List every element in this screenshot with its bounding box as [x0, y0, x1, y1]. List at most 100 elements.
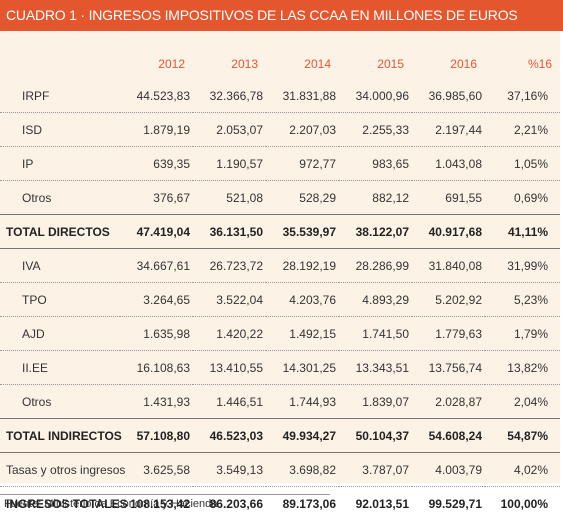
row-label: IVA [0, 248, 120, 283]
table-row: II.EE 16.108,63 13.410,55 14.301,25 13.343,5… [0, 350, 560, 385]
row-label: TOTAL INDIRECTOS [0, 418, 122, 453]
value-cell: 1.879,19 [120, 112, 193, 147]
source-divider [0, 494, 330, 495]
header-row: 2012 2013 2014 2015 2016 %16 [0, 31, 560, 79]
value-cell: 3.522,04 [193, 282, 266, 317]
value-cell: 1.446,51 [193, 384, 266, 419]
value-cell: 1.190,57 [193, 146, 266, 181]
table-row: IRPF 44.523,83 32.366,78 31.831,88 34.000,96… [0, 79, 560, 113]
share-cell: 41,11% [485, 214, 560, 249]
value-cell: 1.492,15 [266, 316, 339, 351]
value-cell: 1.779,63 [412, 316, 485, 351]
table-row: AJD 1.635,98 1.420,22 1.492,15 1.741,50 1.779… [0, 316, 560, 351]
value-cell: 34.667,61 [120, 248, 193, 283]
value-cell: 26.723,72 [193, 248, 266, 283]
value-cell: 2.207,03 [266, 112, 339, 147]
value-cell: 2.255,33 [339, 112, 412, 147]
value-cell: 34.000,96 [339, 79, 412, 113]
column-header-2015: 2015 [377, 57, 404, 71]
table-row: Otros 376,67 521,08 528,29 882,12 691,55 0,69% [0, 180, 560, 215]
value-cell: 1.431,93 [120, 384, 193, 419]
share-cell: 0,69% [485, 180, 560, 215]
value-cell: 40.917,68 [412, 214, 485, 249]
value-cell: 47.419,04 [120, 214, 193, 249]
source-note: Fuente: Ministerio de Economía y Haciend… [4, 498, 218, 510]
value-cell: 1.420,22 [193, 316, 266, 351]
value-cell: 86.203,66 [209, 496, 263, 511]
value-cell: 13.343,51 [339, 350, 412, 385]
value-cell: 28.286,99 [339, 248, 412, 283]
table-row: TOTAL DIRECTOS 47.419,04 36.131,50 35.539,9… [0, 214, 560, 249]
value-cell: 5.202,92 [412, 282, 485, 317]
row-label: IP [0, 146, 120, 181]
value-cell: 528,29 [266, 180, 339, 215]
share-cell: 37,16% [485, 79, 560, 113]
value-cell: 3.698,82 [266, 452, 339, 487]
row-label: II.EE [0, 350, 120, 385]
table-row: INGRESOS TOTALES 108.153,42 86.203,66 89.17… [0, 487, 560, 512]
column-header-2014: 2014 [304, 57, 331, 71]
share-cell: 1,05% [485, 146, 560, 181]
value-cell: 972,77 [266, 146, 339, 181]
table-title: CUADRO 1 · INGRESOS IMPOSITIVOS DE LAS C… [0, 0, 563, 31]
value-cell: 28.192,19 [266, 248, 339, 283]
table-row: IP 639,35 1.190,57 972,77 983,65 1.043,08 1,05… [0, 146, 560, 181]
value-cell: 376,67 [120, 180, 193, 215]
value-cell: 3.264,65 [120, 282, 193, 317]
value-cell: 36.131,50 [193, 214, 266, 249]
share-cell: 13,82% [485, 350, 560, 385]
value-cell: 1.839,07 [339, 384, 412, 419]
row-label: TOTAL DIRECTOS [0, 214, 120, 249]
value-cell: 14.301,25 [266, 350, 339, 385]
value-cell: 57.108,80 [120, 418, 193, 453]
value-cell: 4.003,79 [412, 452, 485, 487]
value-cell: 3.549,13 [193, 452, 266, 487]
value-cell: 99.529,71 [428, 496, 482, 511]
table-row: TPO 3.264,65 3.522,04 4.203,76 4.893,29 5.202… [0, 282, 560, 317]
row-label: Otros [0, 180, 120, 215]
row-label: AJD [0, 316, 120, 351]
header-label-cell [0, 31, 120, 79]
value-cell: 521,08 [193, 180, 266, 215]
value-cell: 46.523,03 [193, 418, 266, 453]
value-cell: 639,35 [120, 146, 193, 181]
table-row: IVA 34.667,61 26.723,72 28.192,19 28.286,99 3… [0, 248, 560, 283]
column-header-pct16: %16 [527, 57, 552, 71]
share-cell: 54,87% [485, 418, 560, 453]
table-panel: 2012 2013 2014 2015 2016 %16 IRPF 44.523,… [0, 31, 560, 511]
row-label: INGRESOS TOTALES [6, 496, 128, 511]
table-row: TOTAL INDIRECTOS 57.108,80 46.523,03 49.934… [0, 418, 560, 453]
value-cell: 1.744,93 [266, 384, 339, 419]
value-cell: 36.985,60 [412, 79, 485, 113]
value-cell: 882,12 [339, 180, 412, 215]
tax-revenue-table: 2012 2013 2014 2015 2016 %16 IRPF 44.523,… [0, 31, 560, 512]
value-cell: 89.173,06 [282, 496, 336, 511]
row-label: IRPF [0, 79, 120, 113]
share-cell: 2,04% [485, 384, 560, 419]
row-label: ISD [0, 112, 120, 147]
value-cell: 2.197,44 [412, 112, 485, 147]
share-cell: 5,23% [485, 282, 560, 317]
value-cell: 1.043,08 [412, 146, 485, 181]
value-cell: 44.523,83 [120, 79, 193, 113]
value-cell: 13.756,74 [412, 350, 485, 385]
value-cell: 31.840,08 [412, 248, 485, 283]
share-cell: 100,00% [500, 496, 548, 511]
value-cell: 691,55 [412, 180, 485, 215]
value-cell: 32.366,78 [193, 79, 266, 113]
value-cell: 2.028,87 [412, 384, 485, 419]
value-cell: 1.635,98 [120, 316, 193, 351]
column-header-2016: 2016 [450, 57, 477, 71]
value-cell: 4.203,76 [266, 282, 339, 317]
value-cell: 50.104,37 [339, 418, 412, 453]
row-label: TPO [0, 282, 120, 317]
value-cell: 2.053,07 [193, 112, 266, 147]
share-cell: 31,99% [485, 248, 560, 283]
value-cell: 108.153,42 [129, 496, 190, 511]
value-cell: 1.741,50 [339, 316, 412, 351]
row-label: Otros [0, 384, 120, 419]
value-cell: 31.831,88 [266, 79, 339, 113]
value-cell: 3.787,07 [339, 452, 412, 487]
value-cell: 4.893,29 [339, 282, 412, 317]
